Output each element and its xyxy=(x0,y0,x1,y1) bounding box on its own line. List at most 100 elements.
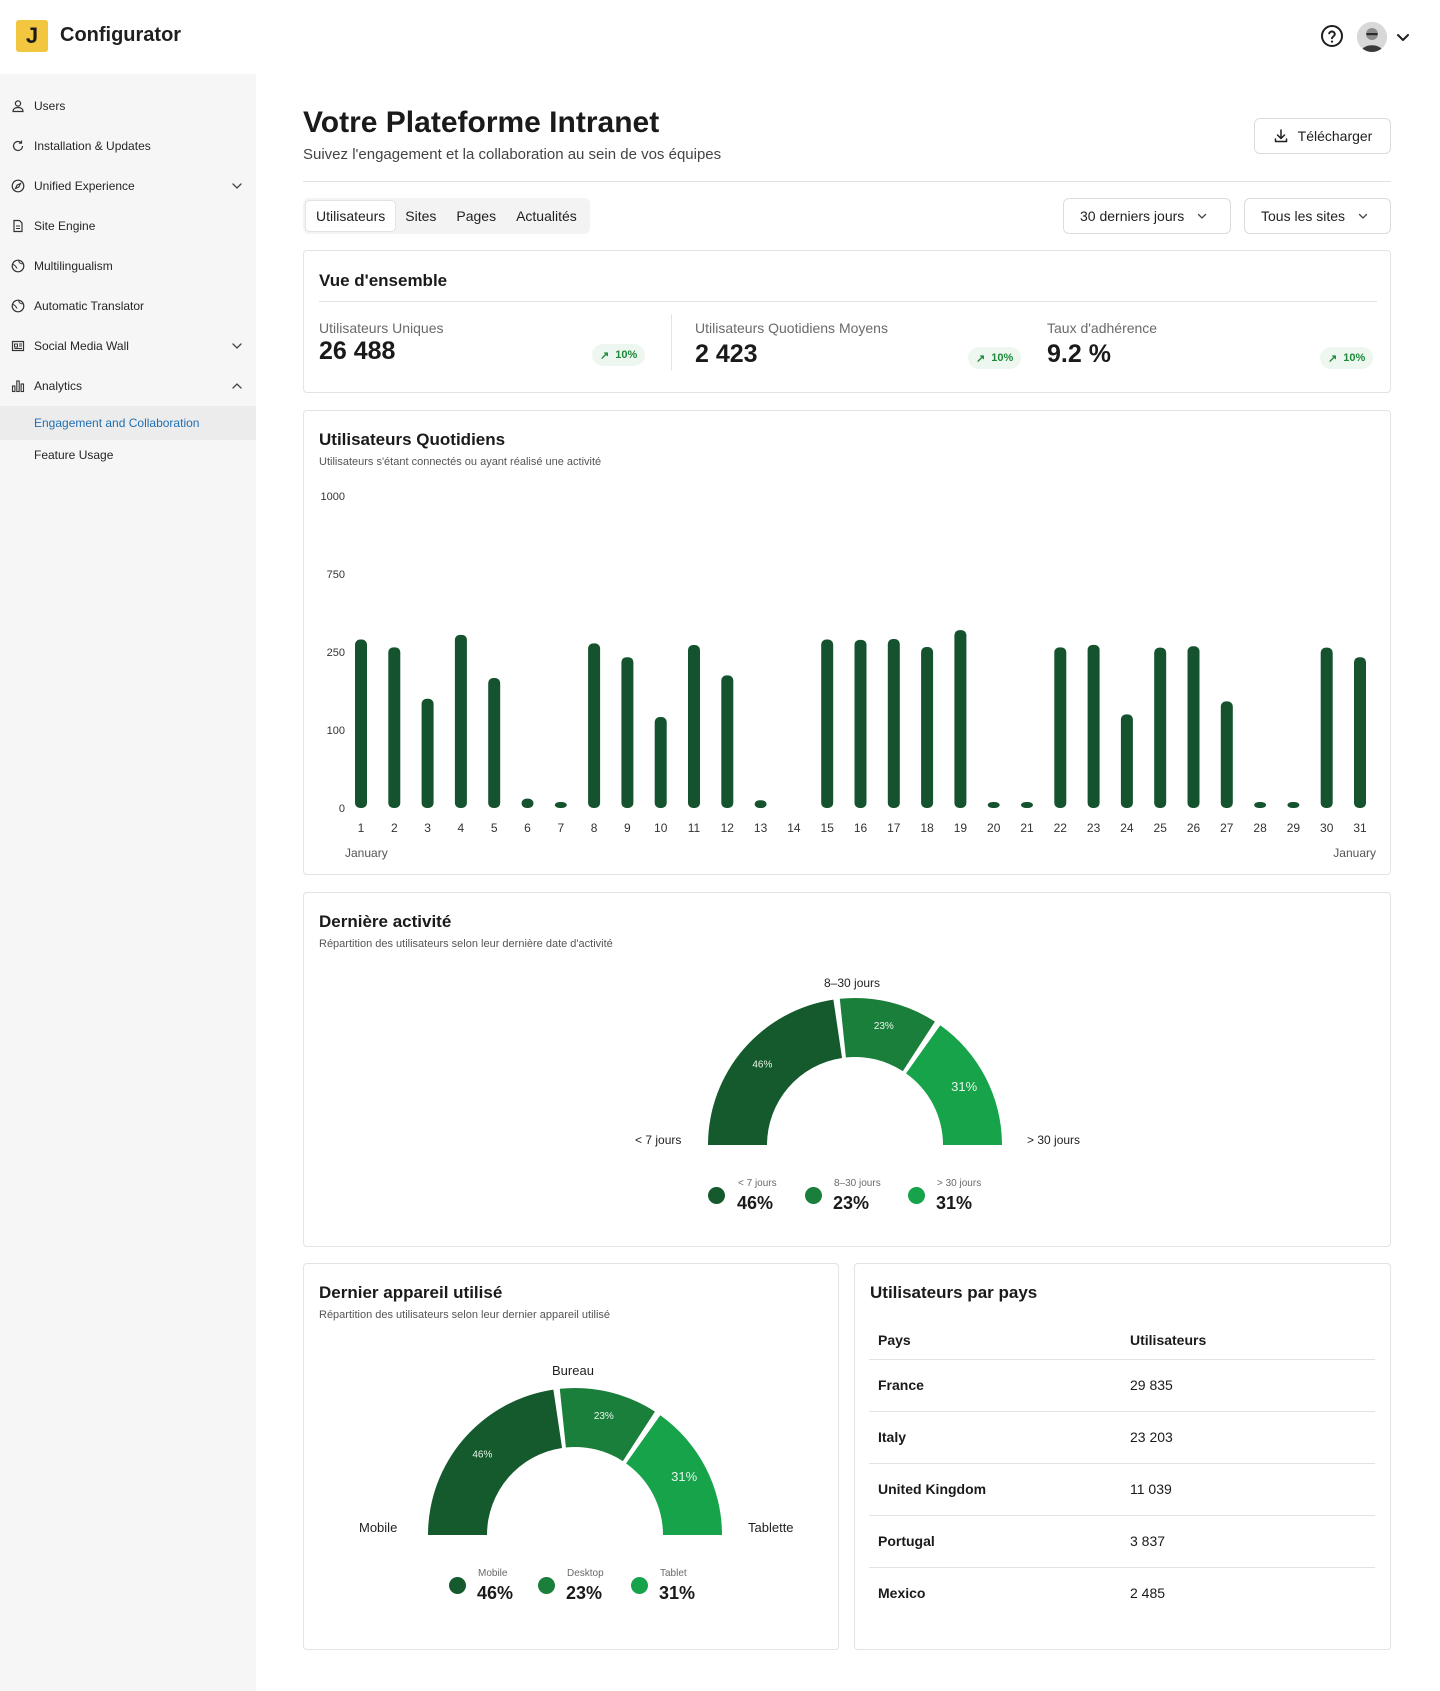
bar-day-19[interactable] xyxy=(954,630,967,808)
tab-pages[interactable]: Pages xyxy=(456,208,497,224)
tab-sites[interactable]: Sites xyxy=(405,208,437,224)
x-tick-label: 25 xyxy=(1154,821,1168,835)
bar-day-9[interactable] xyxy=(621,657,634,808)
sidebar-item-unified-experience[interactable]: Unified Experience xyxy=(0,169,256,203)
x-tick-label: 11 xyxy=(688,821,701,835)
bar-day-21[interactable] xyxy=(1021,802,1033,808)
bar-day-15[interactable] xyxy=(821,639,834,808)
gauge-segment-label: 23% xyxy=(874,1021,894,1032)
kpi-label: Taux d'adhérence xyxy=(1047,320,1158,336)
kpi-value: 26 488 xyxy=(319,337,396,365)
table-row: United Kingdom 11 039 xyxy=(869,1463,1375,1516)
x-tick-label: 8 xyxy=(591,821,598,835)
sidebar-item-installation[interactable]: Installation & Updates xyxy=(0,129,256,163)
bar-day-17[interactable] xyxy=(887,639,900,808)
bar-day-10[interactable] xyxy=(654,717,667,808)
header-divider xyxy=(303,181,1391,182)
bar-day-6[interactable] xyxy=(521,798,534,808)
legend-label: Mobile xyxy=(478,1568,508,1579)
period-select[interactable]: 30 derniers jours xyxy=(1063,198,1231,234)
tab-utilisateurs[interactable]: Utilisateurs xyxy=(306,201,396,231)
sidebar-subitem-feature-usage[interactable]: Feature Usage xyxy=(0,438,256,472)
bar-day-24[interactable] xyxy=(1120,714,1133,808)
legend-dot xyxy=(449,1577,466,1594)
bar-day-7[interactable] xyxy=(554,802,567,808)
cell-users: 23 203 xyxy=(1121,1411,1375,1464)
chevron-down-icon[interactable] xyxy=(230,179,244,193)
bar-day-1[interactable] xyxy=(355,639,367,808)
daily-users-card: Utilisateurs Quotidiens Utilisateurs s'é… xyxy=(303,410,1391,875)
countries-title: Utilisateurs par pays xyxy=(870,1283,1038,1302)
sites-select[interactable]: Tous les sites xyxy=(1244,198,1391,234)
x-tick-label: 31 xyxy=(1353,821,1367,835)
x-tick-label: 5 xyxy=(491,821,498,835)
overview-card: Vue d'ensemble xyxy=(303,250,1391,393)
tab-actualites[interactable]: Actualités xyxy=(516,208,577,224)
sidebar-item-analytics[interactable]: Analytics xyxy=(0,369,256,403)
app-logo[interactable]: J xyxy=(16,20,48,52)
sidebar: Users Installation & Updates Unified Exp… xyxy=(0,74,256,1691)
bar-day-18[interactable] xyxy=(921,647,934,808)
x-tick-label: 10 xyxy=(654,821,668,835)
bar-day-13[interactable] xyxy=(754,800,767,808)
gauge-segment-2[interactable] xyxy=(839,998,935,1072)
table-row: Mexico 2 485 xyxy=(869,1567,1375,1619)
bar-day-5[interactable] xyxy=(488,678,501,808)
avatar[interactable] xyxy=(1357,22,1387,52)
sidebar-item-site-engine[interactable]: Site Engine xyxy=(0,209,256,243)
arrow-up-right-icon: ↗ xyxy=(1328,352,1338,365)
chevron-down-icon xyxy=(1198,213,1207,219)
cell-country: Italy xyxy=(869,1411,1121,1464)
bar-day-29[interactable] xyxy=(1287,802,1300,808)
bar-day-4[interactable] xyxy=(454,634,467,808)
countries-table: Pays Utilisateurs France 29 835 Italy 23 2… xyxy=(869,1321,1375,1619)
bar-day-11[interactable] xyxy=(688,644,700,808)
sidebar-subitem-label: Engagement and Collaboration xyxy=(34,416,200,430)
bar-day-30[interactable] xyxy=(1320,647,1333,808)
sidebar-item-social-media-wall[interactable]: Social Media Wall xyxy=(0,329,256,363)
column-header-country: Pays xyxy=(869,1321,1121,1360)
cell-country: United Kingdom xyxy=(869,1463,1121,1516)
help-icon[interactable] xyxy=(1320,24,1344,48)
app-title: Configurator xyxy=(60,24,182,46)
bar-day-25[interactable] xyxy=(1154,647,1167,808)
bar-day-12[interactable] xyxy=(721,675,734,808)
x-tick-label: 18 xyxy=(920,821,934,835)
legend-label: 8–30 jours xyxy=(834,1178,881,1189)
sidebar-item-users[interactable]: Users xyxy=(0,89,256,123)
sidebar-item-label: Installation & Updates xyxy=(34,139,151,153)
bar-day-26[interactable] xyxy=(1187,646,1200,808)
bar-day-22[interactable] xyxy=(1054,647,1067,808)
bar-day-20[interactable] xyxy=(987,802,1000,808)
gauge-label-right: > 30 jours xyxy=(1027,1133,1081,1147)
bar-day-2[interactable] xyxy=(388,647,401,808)
legend-dot xyxy=(805,1187,822,1204)
bar-day-8[interactable] xyxy=(588,643,601,808)
bar-day-31[interactable] xyxy=(1354,657,1366,808)
gauge-segment-1[interactable] xyxy=(708,999,843,1145)
gauge-segment-label: 46% xyxy=(472,1449,492,1460)
bar-day-3[interactable] xyxy=(421,698,434,808)
sidebar-item-multilingualism[interactable]: Multilingualism xyxy=(0,249,256,283)
sidebar-subitem-engagement[interactable]: Engagement and Collaboration xyxy=(0,406,256,440)
gauge-label-left: < 7 jours xyxy=(635,1133,682,1147)
chevron-down-icon[interactable] xyxy=(230,339,244,353)
x-tick-label: 1 xyxy=(358,821,365,835)
bar-day-27[interactable] xyxy=(1220,701,1233,808)
sidebar-subitem-label: Feature Usage xyxy=(34,448,114,462)
chevron-down-icon[interactable] xyxy=(1394,28,1412,46)
bar-day-23[interactable] xyxy=(1087,644,1100,808)
chevron-up-icon[interactable] xyxy=(230,379,244,393)
legend-label: > 30 jours xyxy=(937,1178,982,1189)
gauge-segment-1[interactable] xyxy=(428,1389,563,1535)
bar-day-16[interactable] xyxy=(854,639,867,808)
legend-dot xyxy=(708,1187,725,1204)
gauge-segment-3[interactable] xyxy=(626,1415,722,1535)
download-button[interactable]: Télécharger xyxy=(1254,118,1391,154)
bar-day-28[interactable] xyxy=(1254,802,1267,808)
gauge-segment-3[interactable] xyxy=(906,1025,1002,1145)
kpi-change-badge: ↗ 10% xyxy=(968,347,1022,369)
sidebar-item-automatic-translator[interactable]: Automatic Translator xyxy=(0,289,256,323)
y-tick-label: 250 xyxy=(327,647,345,659)
gauge-segment-2[interactable] xyxy=(559,1388,655,1462)
